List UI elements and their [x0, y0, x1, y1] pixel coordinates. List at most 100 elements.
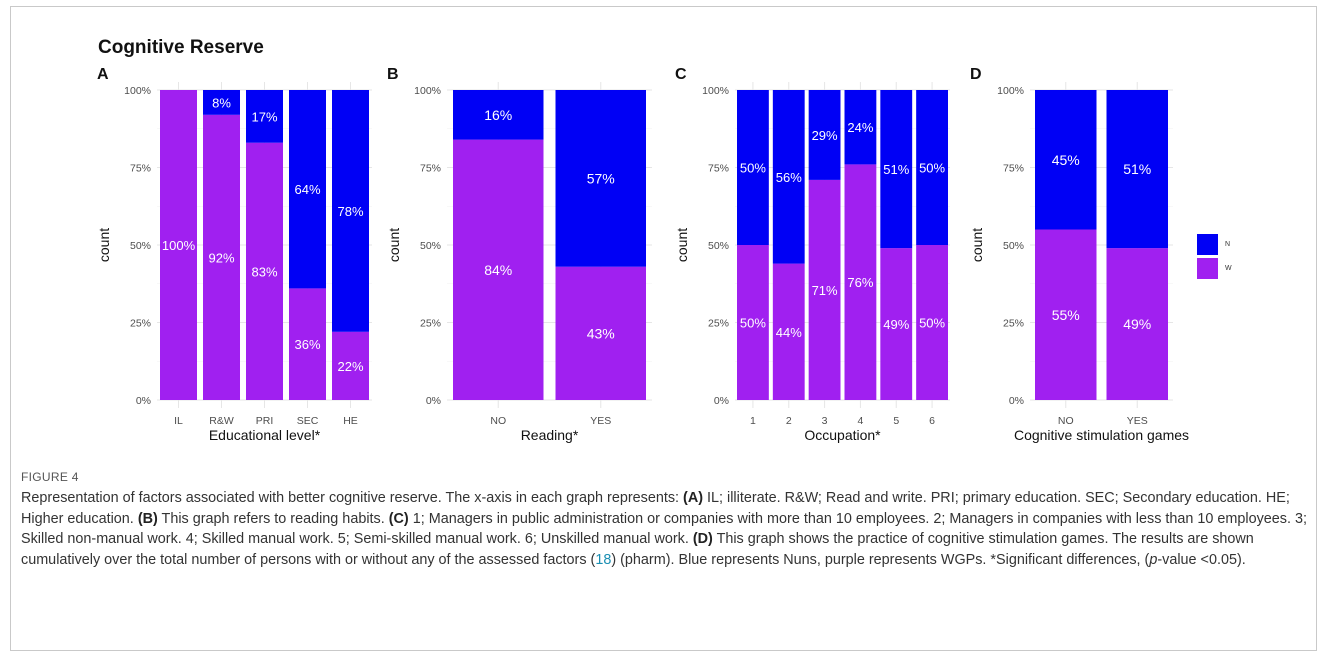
- bar-segment-w: [160, 90, 197, 400]
- bar-segment-w: [1035, 229, 1097, 400]
- bar-segment-w: [844, 164, 877, 400]
- y-axis-title: count: [674, 228, 690, 262]
- legend-label-w: W: [1225, 264, 1232, 272]
- legend-swatch-n: [1197, 233, 1218, 255]
- x-tick-label: 2: [786, 415, 792, 427]
- x-tick-label: 1: [750, 415, 756, 427]
- bar-segment-w: [772, 263, 805, 400]
- y-tick-label: 0%: [1009, 395, 1024, 407]
- data-label-n: 8%: [212, 95, 231, 110]
- data-label-w: 43%: [587, 325, 615, 341]
- x-axis-title: Occupation*: [804, 427, 881, 443]
- data-label-w: 76%: [847, 275, 873, 290]
- y-tick-label: 25%: [130, 318, 151, 330]
- x-tick-label: NO: [1058, 415, 1074, 427]
- bar-segment-n: [246, 90, 283, 143]
- data-label-w: 44%: [776, 325, 802, 340]
- figure-title: Cognitive Reserve: [98, 37, 264, 58]
- bar-segment-w: [246, 142, 283, 400]
- legend-swatch-w: [1197, 257, 1218, 279]
- figure-caption: Representation of factors associated wit…: [21, 490, 1307, 568]
- data-label-n: 57%: [587, 170, 615, 186]
- y-tick-label: 0%: [136, 395, 151, 407]
- data-label-n: 16%: [484, 107, 512, 123]
- y-axis-title: count: [386, 228, 402, 262]
- bar-segment-n: [289, 90, 326, 289]
- chart-c: 0% 25% 50% 75% 100% 50% 50% 1 44% 56% 2 71% 29% 3 76% 2…: [674, 82, 950, 443]
- data-label-w: 36%: [294, 337, 320, 352]
- bar-segment-w: [737, 245, 769, 400]
- y-tick-label: 50%: [420, 240, 441, 252]
- bar-segment-w: [453, 139, 544, 400]
- y-tick-label: 75%: [1003, 163, 1024, 175]
- legend: N W: [1197, 232, 1257, 280]
- y-tick-label: 25%: [1003, 318, 1024, 330]
- chart-b: 0% 25% 50% 75% 100% 84% 16% NO 43% 57% YES Reading*…: [386, 82, 652, 443]
- x-axis-title: Cognitive stimulation games: [1014, 427, 1189, 443]
- panel-c: 0% 25% 50% 75% 100% 50% 50% 1 44% 56% 2 71% 29% 3 76% 2…: [673, 66, 963, 446]
- data-label-w: 55%: [1052, 307, 1080, 323]
- data-label-w: 92%: [208, 250, 234, 265]
- y-tick-label: 75%: [130, 163, 151, 175]
- data-label-w: 50%: [919, 316, 945, 331]
- bar-segment-w: [289, 288, 326, 400]
- y-axis-title: count: [969, 228, 985, 262]
- x-tick-label: YES: [590, 415, 611, 427]
- data-label-n: 45%: [1052, 152, 1080, 168]
- y-tick-label: 0%: [714, 395, 729, 407]
- bar-segment-n: [737, 90, 769, 245]
- y-axis-title: count: [96, 228, 112, 262]
- data-label-w: 84%: [484, 262, 512, 278]
- y-tick-label: 100%: [702, 85, 729, 97]
- bar-segment-n: [1035, 90, 1097, 230]
- data-label-w: 50%: [740, 316, 766, 331]
- bar-segment-n: [916, 90, 948, 245]
- chart-a: 0% 25% 50% 75% 100% 100% IL 92% 8% R&W 83% 17% PRI 36…: [96, 82, 372, 443]
- data-label-w: 71%: [812, 283, 838, 298]
- y-tick-label: 100%: [997, 85, 1024, 97]
- x-tick-label: HE: [343, 415, 358, 427]
- data-label-n: 56%: [776, 170, 802, 185]
- bar-segment-w: [916, 245, 948, 400]
- x-tick-label: NO: [490, 415, 506, 427]
- data-label-n: 51%: [883, 162, 909, 177]
- legend-item-n: N: [1197, 232, 1257, 256]
- data-label-n: 64%: [294, 182, 320, 197]
- bar-segment-n: [1106, 90, 1168, 249]
- bar-segment-n: [203, 90, 240, 115]
- bar-segment-w: [203, 114, 240, 401]
- x-tick-label: R&W: [209, 415, 234, 427]
- x-axis-title: Reading*: [521, 427, 579, 443]
- y-tick-label: 50%: [708, 240, 729, 252]
- y-tick-label: 25%: [708, 318, 729, 330]
- x-tick-label: 4: [857, 415, 863, 427]
- panel-letter: D: [970, 66, 982, 83]
- y-tick-label: 0%: [426, 395, 441, 407]
- y-tick-label: 75%: [420, 163, 441, 175]
- bar-segment-n: [808, 90, 841, 180]
- data-label-n: 17%: [251, 109, 277, 124]
- data-label-w: 22%: [337, 359, 363, 374]
- figure-frame: [10, 6, 1317, 651]
- panel-a: 0% 25% 50% 75% 100% 100% IL 92% 8% R&W 83% 17% PRI 36…: [95, 66, 385, 446]
- panel-b: 0% 25% 50% 75% 100% 84% 16% NO 43% 57% YES Reading*…: [385, 66, 675, 446]
- data-label-n: 24%: [847, 120, 873, 135]
- y-tick-label: 50%: [1003, 240, 1024, 252]
- data-label-n: 51%: [1123, 161, 1151, 177]
- y-tick-label: 100%: [414, 85, 441, 97]
- y-tick-label: 75%: [708, 163, 729, 175]
- panel-d: 0% 25% 50% 75% 100% 55% 45% NO 49% 51% YES Cognitiv…: [968, 66, 1258, 446]
- panel-letter: B: [387, 66, 399, 83]
- y-tick-label: 100%: [124, 85, 151, 97]
- y-tick-label: 25%: [420, 318, 441, 330]
- legend-item-w: W: [1197, 256, 1257, 280]
- x-tick-label: YES: [1127, 415, 1148, 427]
- bar-segment-n: [332, 90, 369, 332]
- bar-segment-w: [808, 179, 841, 400]
- y-tick-label: 50%: [130, 240, 151, 252]
- x-tick-label: 5: [893, 415, 899, 427]
- bar-segment-n: [555, 90, 646, 267]
- data-label-w: 83%: [251, 264, 277, 279]
- data-label-w: 100%: [162, 238, 196, 253]
- panel-letter: A: [97, 66, 109, 83]
